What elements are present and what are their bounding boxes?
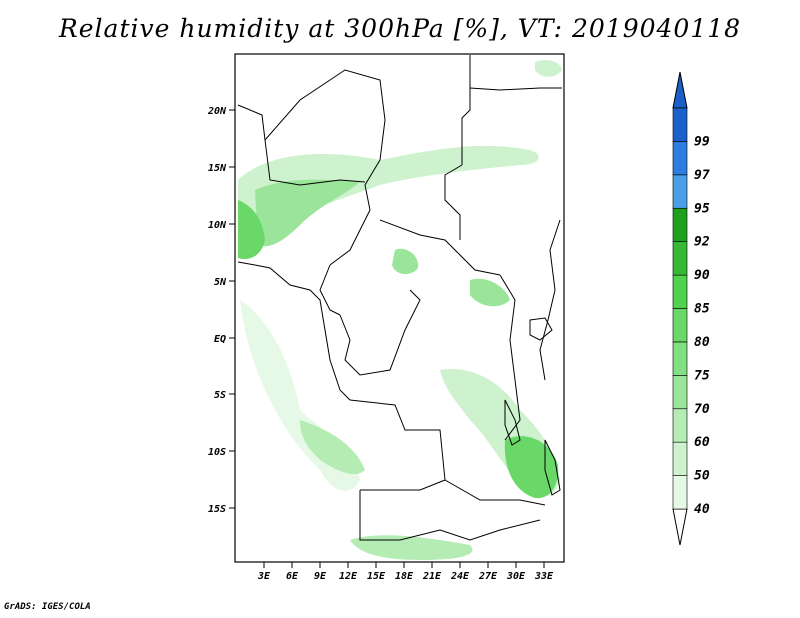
colorbar-segment [672, 308, 688, 343]
colorbar-segment [672, 141, 688, 176]
colorbar-segment [672, 441, 688, 476]
lat-axis: 20N 15N 10N 5N EQ 5S 10S 15S [207, 106, 235, 515]
lat-tick-label: 15S [208, 504, 226, 515]
lon-tick-label: 9E [314, 571, 327, 582]
credit-label: GrADS: IGES/COLA [4, 602, 91, 612]
border-chad [329, 159, 381, 266]
lon-tick-label: 30E [506, 571, 526, 582]
colorbar-segment [672, 107, 688, 142]
humidity-south-sudan [470, 278, 510, 307]
colorbar-segment [672, 408, 688, 443]
colorbar-segment [672, 475, 688, 510]
humidity-central-blob [392, 248, 419, 275]
lat-tick-label: 10N [208, 220, 227, 231]
colorbar-top-arrow [672, 71, 688, 109]
lat-tick-label: 15N [208, 163, 227, 174]
colorbar-label: 60 [694, 435, 710, 450]
colorbar-label: 92 [694, 235, 710, 250]
colorbar-segment [672, 241, 688, 276]
border-angola [349, 399, 446, 491]
border-egypt-east [469, 87, 562, 91]
colorbar-label: 50 [694, 469, 710, 484]
colorbar-label: 85 [694, 302, 710, 317]
colorbar-segment [672, 274, 688, 309]
colorbar-label: 90 [694, 268, 710, 283]
lat-tick-label: EQ [214, 334, 226, 345]
border-east-africa [539, 219, 561, 381]
colorbar-segment [672, 375, 688, 410]
lon-tick-label: 6E [286, 571, 299, 582]
humidity-west-coast [238, 200, 265, 260]
colorbar-segment [672, 341, 688, 376]
lon-tick-label: 3E [257, 571, 271, 582]
colorbar-label: 99 [694, 134, 710, 149]
border-congo [339, 289, 421, 376]
border-libya-egypt [461, 55, 471, 165]
lon-axis: 3E 6E 9E 12E 15E 18E 21E 24E 27E 30E 33E [257, 562, 554, 582]
humidity-southern [350, 535, 473, 560]
lon-tick-label: 12E [339, 571, 358, 582]
colorbar-label: 40 [694, 502, 710, 517]
lat-tick-label: 10S [208, 447, 226, 458]
map-borders [237, 55, 562, 541]
lon-tick-label: 24E [450, 571, 470, 582]
border-drc-east [499, 274, 521, 441]
humidity-core-sahel [255, 179, 360, 247]
humidity-southwest [300, 420, 365, 475]
lat-tick-label: 5S [214, 390, 226, 401]
lake-malawi [544, 439, 561, 496]
border-sudan-east [444, 164, 463, 240]
colorbar-label: 80 [694, 335, 710, 350]
border-sahara-north [264, 69, 386, 161]
colorbar-bottom-arrow [672, 508, 688, 546]
lon-tick-label: 15E [367, 571, 386, 582]
border-zambia [444, 479, 546, 506]
colorbar-label: 95 [694, 201, 710, 216]
lat-tick-label: 5N [214, 277, 227, 288]
border-south [359, 490, 541, 541]
lake-tanganyika [504, 399, 521, 446]
lake-victoria [529, 317, 553, 341]
lon-tick-label: 27E [478, 571, 498, 582]
border-west-sahel [237, 104, 366, 186]
map-frame [234, 53, 565, 563]
lon-tick-label: 33E [534, 571, 554, 582]
colorbar: 40 50 60 70 75 80 85 90 92 95 97 99 [672, 71, 710, 546]
colorbar-label: 70 [694, 402, 710, 417]
colorbar-segment [672, 207, 688, 242]
humidity-band-sahel [238, 145, 539, 257]
colorbar-label: 75 [694, 368, 710, 383]
page-title: Relative humidity at 300hPa [%], VT: 201… [58, 14, 742, 43]
border-cameroon [319, 264, 341, 316]
coast-west [237, 261, 351, 401]
humidity-horn-tip [535, 60, 562, 77]
colorbar-segment [672, 174, 688, 209]
lat-tick-label: 20N [207, 106, 227, 117]
colorbar-label: 97 [694, 168, 710, 183]
lon-tick-label: 21E [422, 571, 442, 582]
border-car [379, 219, 501, 276]
lon-tick-label: 18E [395, 571, 414, 582]
